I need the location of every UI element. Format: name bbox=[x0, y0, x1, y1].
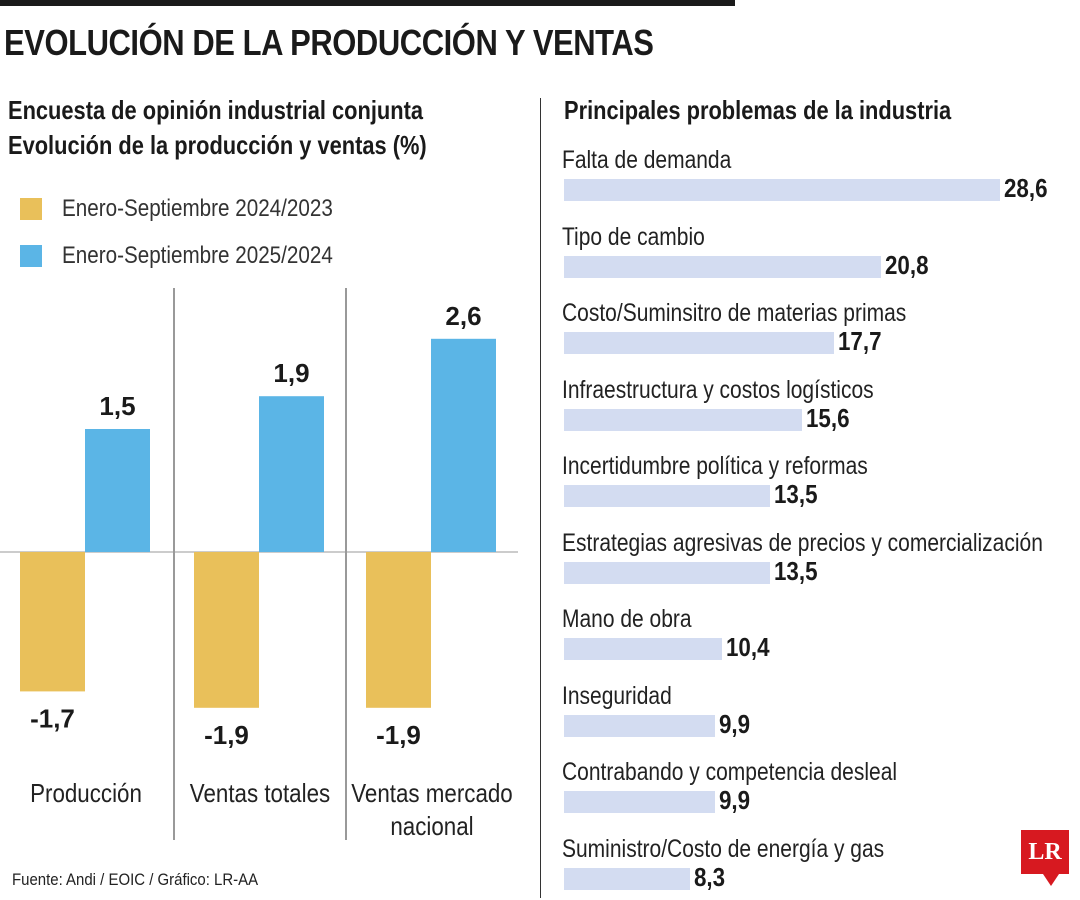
left-chart-subtitle-1: Encuesta de opinión industrial conjunta bbox=[8, 95, 423, 125]
category-label-3: Ventas mercado bbox=[351, 779, 513, 808]
problem-label: Mano de obra bbox=[562, 605, 692, 633]
problem-label: Contrabando y competencia desleal bbox=[562, 758, 898, 786]
lr-logo-tail bbox=[1043, 874, 1059, 886]
bar-2025-1 bbox=[85, 429, 150, 552]
production-sales-chart: -1,7 1,5 Producción -1,9 1,9 Ventas totales -1… bbox=[0, 288, 518, 841]
problem-label: Costo/Suminsitro de materias primas bbox=[562, 299, 907, 327]
source-note: Fuente: Andi / EOIC / Gráfico: LR-AA bbox=[12, 870, 259, 889]
problem-value-label: 9,9 bbox=[718, 785, 750, 815]
bar-value-label-2024-1: -1,7 bbox=[30, 703, 75, 733]
problem-value-label: 17,7 bbox=[837, 326, 882, 356]
category-label-1: Producción bbox=[30, 779, 142, 808]
problem-bar bbox=[564, 179, 1000, 201]
problem-bar bbox=[564, 332, 834, 354]
bar-2024-3 bbox=[366, 552, 431, 708]
problem-label: Suministro/Costo de energía y gas bbox=[562, 834, 885, 863]
problem-label: Incertidumbre política y reformas bbox=[562, 452, 868, 480]
problem-bar bbox=[564, 714, 715, 737]
bar-value-label-2024-3: -1,9 bbox=[376, 720, 421, 750]
problem-label: Estrategias agresivas de precios y comer… bbox=[562, 528, 1043, 557]
bar-2024-1 bbox=[20, 552, 85, 692]
problem-value-label: 8,3 bbox=[694, 861, 726, 892]
problem-value-label: 28,6 bbox=[1003, 173, 1048, 203]
problem-value-label: 15,6 bbox=[805, 402, 850, 433]
category-label-2: Ventas totales bbox=[190, 779, 330, 808]
legend-item-2024: Enero-Septiembre 2024/2023 bbox=[20, 194, 377, 224]
category-label-3: nacional bbox=[390, 812, 473, 841]
problem-bar bbox=[564, 255, 881, 278]
problem-bar bbox=[564, 561, 770, 584]
problem-bar bbox=[564, 867, 691, 890]
bar-value-label-2024-2: -1,9 bbox=[204, 720, 249, 750]
lr-logo: LR bbox=[1021, 830, 1069, 874]
problem-value-label: 10,4 bbox=[726, 632, 771, 662]
lr-logo-text: LR bbox=[1028, 838, 1062, 865]
problem-bar bbox=[564, 638, 723, 660]
problem-bar bbox=[564, 791, 715, 813]
panel-divider bbox=[540, 98, 541, 898]
problem-label: Falta de demanda bbox=[562, 146, 732, 174]
problem-label: Infraestructura y costos logísticos bbox=[562, 375, 874, 404]
bar-2025-2 bbox=[259, 396, 324, 552]
top-rule bbox=[0, 0, 735, 6]
problem-label: Tipo de cambio bbox=[562, 222, 705, 251]
legend-label-2025: Enero-Septiembre 2025/2024 bbox=[62, 242, 333, 269]
bar-2025-3 bbox=[431, 338, 496, 552]
bar-value-label-2025-2: 1,9 bbox=[273, 358, 309, 388]
bar-value-label-2025-3: 2,6 bbox=[445, 301, 481, 331]
legend-swatch-2025 bbox=[20, 245, 42, 267]
legend-swatch-2024 bbox=[20, 198, 42, 220]
problem-value-label: 13,5 bbox=[773, 479, 818, 509]
problem-bar bbox=[564, 408, 802, 431]
problem-value-label: 13,5 bbox=[773, 555, 818, 586]
left-chart-subtitle-2: Evolución de la producción y ventas (%) bbox=[8, 130, 427, 160]
main-title: EVOLUCIÓN DE LA PRODUCCIÓN Y VENTAS bbox=[4, 22, 654, 63]
legend-item-2025: Enero-Septiembre 2025/2024 bbox=[20, 241, 377, 271]
problem-value-label: 9,9 bbox=[718, 708, 750, 739]
legend-label-2024: Enero-Septiembre 2024/2023 bbox=[62, 195, 333, 222]
problem-value-label: 20,8 bbox=[884, 249, 929, 280]
bar-2024-2 bbox=[194, 552, 259, 708]
bar-value-label-2025-1: 1,5 bbox=[99, 391, 135, 421]
right-chart-title: Principales problemas de la industria bbox=[564, 95, 952, 125]
problem-bar bbox=[564, 485, 770, 507]
problem-label: Inseguridad bbox=[562, 681, 672, 710]
